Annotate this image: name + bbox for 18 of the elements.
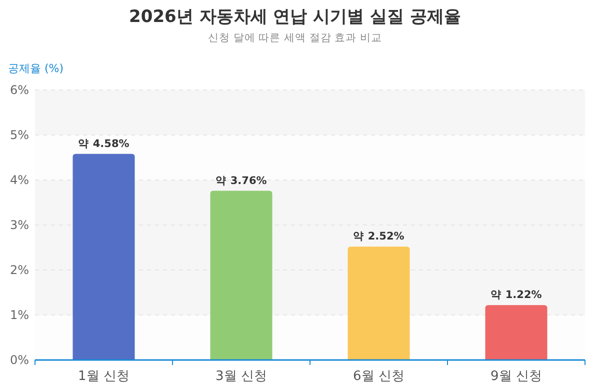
data-label: 약 2.52% xyxy=(353,230,405,243)
y-tick-label: 3% xyxy=(10,218,29,232)
data-label: 약 1.22% xyxy=(490,289,542,302)
data-label: 약 3.76% xyxy=(216,174,268,187)
y-tick-label: 5% xyxy=(10,128,29,142)
chart-title: 2026년 자동차세 연납 시기별 실질 공제율 xyxy=(129,7,461,27)
y-tick-label: 0% xyxy=(10,353,29,367)
x-tick-label: 3월 신청 xyxy=(216,369,267,384)
x-tick-label: 6월 신청 xyxy=(353,369,404,384)
data-label: 약 4.58% xyxy=(78,138,130,150)
x-tick-label: 1월 신청 xyxy=(78,369,130,384)
x-tick-label: 9월 신청 xyxy=(490,369,542,384)
y-tick-label: 4% xyxy=(10,173,29,187)
y-axis-title: 공제율 (%) xyxy=(8,62,64,75)
y-tick-label: 1% xyxy=(10,308,29,322)
y-tick-label: 6% xyxy=(10,83,29,97)
y-tick-label: 2% xyxy=(10,263,29,277)
chart-subtitle: 신청 달에 따른 세액 절감 효과 비교 xyxy=(208,32,382,44)
